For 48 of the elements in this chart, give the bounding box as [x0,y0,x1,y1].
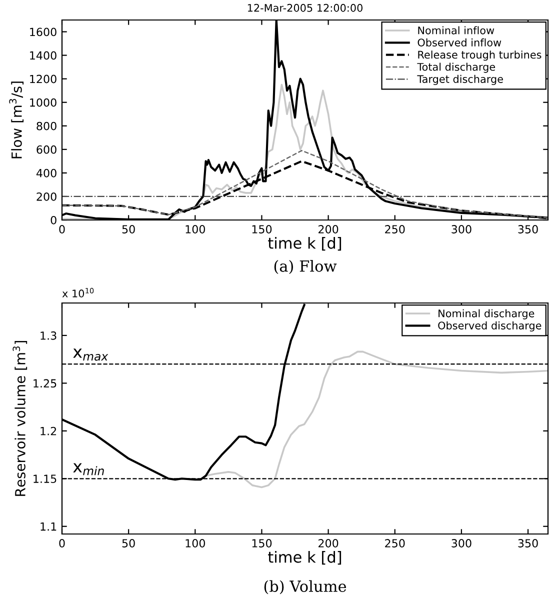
x-tick-label: 0 [59,539,65,548]
x-tick-label: 150 [252,539,272,548]
x-tick-label: 150 [252,225,272,234]
y-tick-label: 200 [36,192,56,201]
x-axis-title: time k [d] [268,237,342,251]
x-tick-label: 300 [452,539,472,548]
y-tick-label: 1600 [30,28,56,36]
legend-label: Target discharge [417,74,503,85]
x-tick-label: 50 [122,539,135,548]
y-tick-label: 800 [36,122,56,130]
y-tick-label: 1400 [30,51,56,60]
y-axis-title: Flow [m$^{3}$/s] [9,82,24,158]
text: x 10$^{10}$ [62,288,94,298]
y-tick-label: 1.1 [40,522,56,531]
x-tick-label: 250 [385,539,405,548]
y-tick-label: 400 [36,168,56,178]
y-axis-title: Reservoir volume [m$^{3}$] [12,341,28,496]
x-tick-label: 300 [452,225,472,234]
x-tick-label: 200 [318,539,338,548]
x-tick-label: 100 [186,225,206,234]
x-tick-label: 350 [518,539,538,548]
line-series [62,150,548,218]
legend-label: Total discharge [417,62,496,73]
y-tick-label: 600 [36,145,56,154]
text: (b) Volume [264,580,346,594]
text: (a) Flow [274,260,337,274]
x-tick-label: 50 [122,225,135,234]
x-axis-title: time k [d] [268,551,342,565]
y-tick-label: 0 [50,216,56,224]
chart-title: 12-Mar-2005 12:00:00 [248,4,362,12]
legend-label: Nominal inflow [418,26,494,34]
y-tick-label: 1000 [30,98,56,107]
annotation: x$_{max}$ [73,348,108,361]
legend-label: Release trough turbines [418,50,542,61]
annotation: x$_{min}$ [73,463,104,476]
legend-label: Observed inflow [418,38,502,46]
x-tick-label: 350 [518,225,538,234]
legend-label: Nominal discharge [438,309,534,320]
y-tick-label: 1.25 [34,379,56,388]
y-tick-label: 1200 [30,74,56,84]
y-tick-label: 1.15 [34,474,56,484]
x-tick-label: 0 [59,225,65,234]
legend-label: Observed discharge [438,321,542,332]
x-tick-label: 200 [318,225,338,234]
y-tick-label: 1.3 [40,331,56,340]
x-tick-label: 100 [186,539,206,548]
y-tick-label: 1.2 [40,426,56,436]
x-tick-label: 250 [385,225,405,234]
